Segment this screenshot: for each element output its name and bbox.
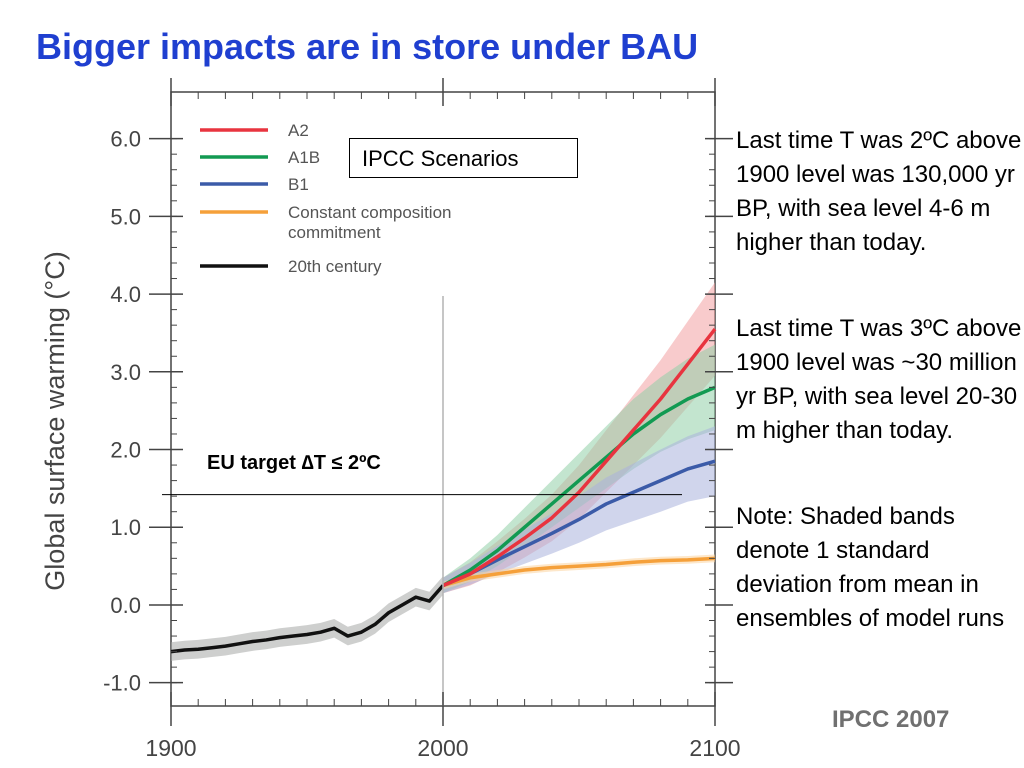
annotation-3c: Last time T was 3ºC above 1900 level was…	[736, 315, 1022, 444]
band-a1b	[443, 344, 715, 594]
legend-label-constant-composition-commitment-line2: commitment	[288, 223, 381, 242]
legend-label-20th-century: 20th century	[288, 257, 382, 276]
line-constant-composition-commitment	[442, 556, 716, 588]
x-tick-label: 1900	[145, 735, 196, 761]
legend-label-b1: B1	[288, 175, 309, 194]
y-tick-label: -1.0	[103, 671, 141, 696]
band-20th-century	[171, 576, 443, 661]
annotation-2c: Last time T was 2ºC above 1900 level was…	[736, 127, 1022, 256]
y-tick-label: 0.0	[110, 593, 141, 618]
y-tick-label: 4.0	[110, 282, 141, 307]
series-lines	[170, 327, 717, 654]
line-20th-century	[170, 584, 445, 654]
x-tick-label: 2100	[689, 735, 740, 761]
source-credit: IPCC 2007	[832, 706, 950, 733]
slide-title: Bigger impacts are in store under BAU	[36, 26, 699, 67]
legend-label-constant-composition-commitment: Constant composition	[288, 203, 451, 222]
scenarios-box: IPCC Scenarios	[349, 138, 578, 178]
legend-label-a1b: A1B	[288, 148, 320, 167]
line-a2	[442, 327, 717, 588]
y-tick-label: 5.0	[110, 204, 141, 229]
x-tick-label: 2000	[417, 735, 468, 761]
y-tick-label: 3.0	[110, 360, 141, 385]
y-tick-label: 1.0	[110, 515, 141, 540]
y-tick-label: 2.0	[110, 438, 141, 463]
legend-label-a2: A2	[288, 121, 309, 140]
eu-target-label: EU target ∆T ≤ 2ºC	[207, 452, 381, 474]
annotation-note: Note: Shaded bands denote 1 standard dev…	[736, 503, 1005, 632]
line-a1b	[442, 385, 716, 588]
axis-ticks: -1.0 0.0 1.0 2.0 3.0 4.0 5.0 6.0 1900 2000 2100	[103, 78, 741, 761]
y-axis-label: Global surface warming (°C)	[40, 251, 70, 590]
y-tick-label: 6.0	[110, 127, 141, 152]
line-b1	[442, 459, 716, 588]
